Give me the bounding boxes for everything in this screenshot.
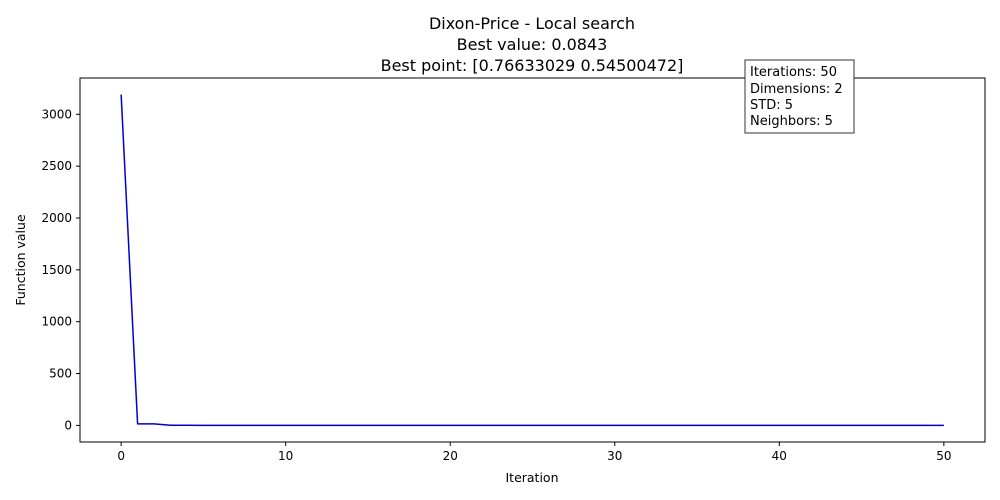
plot-frame — [79, 77, 986, 443]
info-iterations: Iterations: 50 — [750, 65, 837, 80]
y-tick-label: 3000 — [41, 107, 72, 121]
x-tick-label: 30 — [607, 449, 622, 463]
title-line-1: Dixon-Price - Local search — [429, 14, 635, 33]
x-tick-label: 0 — [117, 449, 125, 463]
x-axis-label: Iteration — [505, 470, 558, 485]
info-dimensions: Dimensions: 2 — [750, 82, 843, 97]
series-layer — [120, 94, 944, 427]
y-tick-label: 500 — [49, 367, 72, 381]
info-std: STD: 5 — [750, 98, 793, 113]
y-axis-label: Function value — [13, 214, 28, 306]
x-tick-label: 20 — [443, 449, 458, 463]
y-axis: 0 500 1000 1500 2000 2500 3000 — [41, 107, 80, 432]
x-tick-label: 10 — [278, 449, 293, 463]
series-line — [120, 94, 944, 427]
y-tick-label: 2500 — [41, 159, 72, 173]
x-tick-label: 40 — [772, 449, 787, 463]
info-box: Iterations: 50 Dimensions: 2 STD: 5 Neig… — [744, 59, 855, 134]
title-line-3: Best point: [0.76633029 0.54500472] — [381, 56, 684, 75]
y-tick-label: 0 — [64, 418, 72, 432]
y-tick-label: 1500 — [41, 263, 72, 277]
info-box-frame — [744, 59, 855, 134]
info-neighbors: Neighbors: 5 — [750, 114, 833, 129]
chart-title: Dixon-Price - Local search Best value: 0… — [381, 14, 684, 75]
x-axis: 0 10 20 30 40 50 — [117, 442, 952, 463]
title-line-2: Best value: 0.0843 — [457, 35, 608, 54]
y-tick-label: 1000 — [41, 315, 72, 329]
y-tick-label: 2000 — [41, 211, 72, 225]
x-tick-label: 50 — [936, 449, 951, 463]
